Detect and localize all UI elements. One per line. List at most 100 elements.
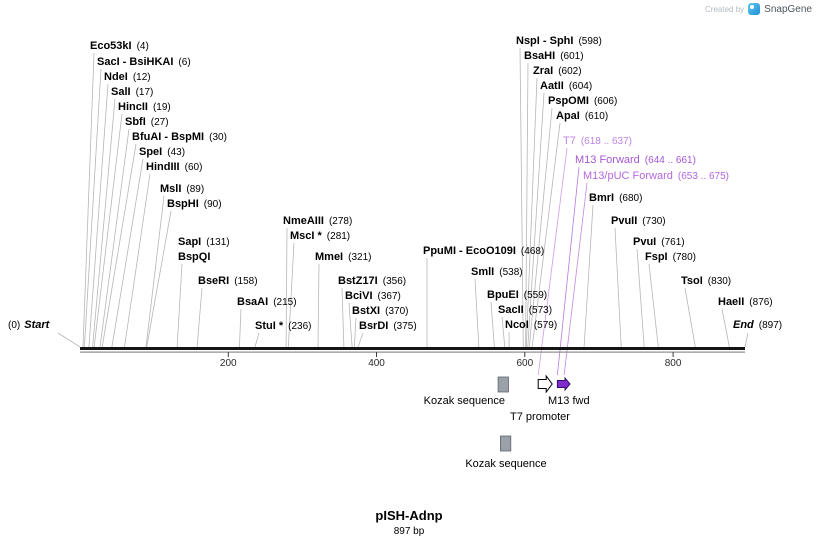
enzyme-site-label[interactable]: SbfI (27) [125,116,169,129]
enzyme-site-label[interactable]: BsaAI (215) [237,296,297,309]
enzyme-site-label[interactable]: TsoI (830) [681,275,731,288]
enzyme-site-label[interactable]: BstZ17I (356) [338,275,406,288]
primer-name: M13/pUC Forward [583,170,673,182]
enzyme-site-label[interactable]: BseRI (158) [198,275,258,288]
enzyme-position: (60) [184,162,203,173]
enzyme-site-label[interactable]: HindIII (60) [146,161,202,174]
enzyme-site-label[interactable]: NdeI (12) [104,71,151,84]
m13-fwd-arrow[interactable] [556,376,571,392]
kozak-sequence-box-1[interactable] [497,376,509,393]
site-leader-line [583,204,594,348]
kozak-sequence-box-1-label[interactable]: Kozak sequence [423,395,505,407]
enzyme-site-label[interactable]: MslI (89) [160,183,204,196]
enzyme-site-label[interactable]: BmrI (680) [589,192,642,205]
enzyme-name: BstXI [352,305,381,317]
enzyme-site-label[interactable]: Eco53kI (4) [90,40,149,53]
ruler-number: 200 [219,358,237,369]
enzyme-position: (215) [273,297,297,308]
enzyme-site-label[interactable]: BsrDI (375) [359,320,417,333]
site-leader-line [285,227,288,348]
enzyme-site-label[interactable]: AatII (604) [540,80,592,93]
enzyme-position: (598) [578,36,602,47]
m13-fwd-arrow-label[interactable]: M13 fwd [548,395,590,407]
site-leader-line [287,242,295,348]
enzyme-site-label[interactable]: ApaI (610) [556,110,608,123]
site-leader-line [525,77,538,348]
enzyme-position: (375) [393,321,417,332]
enzyme-site-label[interactable]: BpuEI (559) [487,289,547,302]
enzyme-site-label[interactable]: BciVI (367) [345,290,401,303]
primer-range: (644 .. 661) [644,155,696,166]
primer-label[interactable]: T7 (618 .. 637) [563,135,632,148]
enzyme-site-label[interactable]: FspI (780) [645,251,696,264]
enzyme-name: NdeI [104,71,128,83]
branding: Created by SnapGene [705,3,812,15]
site-leader-line [88,83,109,348]
site-leader-line [527,92,545,348]
enzyme-site-label[interactable]: BfuAI - BspMI (30) [132,131,227,144]
enzyme-site-label[interactable]: SapI (131) [178,236,230,249]
enzyme-site-label[interactable]: MscI * (281) [290,230,350,243]
enzyme-site-label[interactable]: HaeII (876) [718,296,773,309]
enzyme-site-label[interactable]: NspI - SphI (598) [516,35,602,48]
enzyme-site-label[interactable]: StuI * (236) [255,320,311,333]
enzyme-site-label[interactable]: PvuI (761) [633,236,685,249]
enzyme-site-label[interactable]: PvuII (730) [611,215,666,228]
primer-label[interactable]: M13 Forward (644 .. 661) [575,154,696,167]
enzyme-position: (43) [167,147,186,158]
enzyme-site-label[interactable]: BsaHI (601) [524,50,584,63]
enzyme-site-label[interactable]: SalI (17) [111,86,153,99]
site-leader-line [254,332,260,348]
enzyme-position: (604) [568,81,593,92]
site-leader-line [684,287,696,348]
enzyme-position: (367) [377,291,401,302]
enzyme-position: (12) [132,72,151,83]
site-leader-line [93,113,123,348]
enzyme-site-label[interactable]: HincII (19) [118,101,171,114]
enzyme-site-label[interactable]: SpeI (43) [139,146,185,159]
site-leader-line [614,227,622,348]
enzyme-position: (602) [558,66,582,77]
primer-leader-line [563,182,588,376]
terminal-position: (897) [758,320,783,331]
enzyme-site-label[interactable]: NcoI (579) [505,319,557,332]
enzyme-name: SalI [111,86,131,98]
kozak-sequence-box-2-label[interactable]: Kozak sequence [465,458,547,470]
enzyme-name: MmeI [315,251,344,263]
site-leader-line [648,263,659,348]
primer-label[interactable]: M13/pUC Forward (653 .. 675) [583,170,729,183]
t7-promoter-arrow-label[interactable]: T7 promoter [510,411,570,423]
enzyme-site-label[interactable]: SacI - BsiHKAI (6) [97,56,191,69]
t7-promoter-arrow[interactable] [537,374,553,394]
terminal-name: End [733,319,754,331]
terminal-name: Start [24,319,50,331]
enzyme-name: BfuAI - BspMI [132,131,205,143]
enzyme-site-label[interactable]: SmlI (538) [471,266,523,279]
created-by-text: Created by [705,4,745,14]
enzyme-site-label[interactable]: MmeI (321) [315,251,371,264]
enzyme-name: BciVI [345,290,373,302]
enzyme-site-label[interactable]: PspOMI (606) [548,95,617,108]
enzyme-name: ZraI [533,65,554,77]
site-leader-line [239,308,242,348]
enzyme-site-label[interactable]: BspQI [178,251,210,264]
enzyme-site-label[interactable]: PpuMI - EcoO109I (468) [423,245,544,258]
sequence-line[interactable] [80,347,745,350]
enzyme-site-label[interactable]: BspHI (90) [167,198,222,211]
enzyme-site-label[interactable]: SacII (573) [498,304,552,317]
enzyme-name: MslI [160,183,182,195]
enzyme-name: BsaHI [524,50,556,62]
enzyme-site-label[interactable]: NmeAIII (278) [283,215,352,228]
enzyme-position: (321) [348,252,372,263]
enzyme-position: (6) [178,57,191,68]
enzyme-name: TsoI [681,275,703,287]
enzyme-site-label[interactable]: BstXI (370) [352,305,408,318]
primer-name: T7 [563,135,576,147]
kozak-sequence-box-2[interactable] [499,435,512,452]
enzyme-position: (131) [206,237,230,248]
enzyme-position: (89) [186,184,205,195]
enzyme-site-label[interactable]: ZraI (602) [533,65,582,78]
enzyme-position: (780) [672,252,696,263]
